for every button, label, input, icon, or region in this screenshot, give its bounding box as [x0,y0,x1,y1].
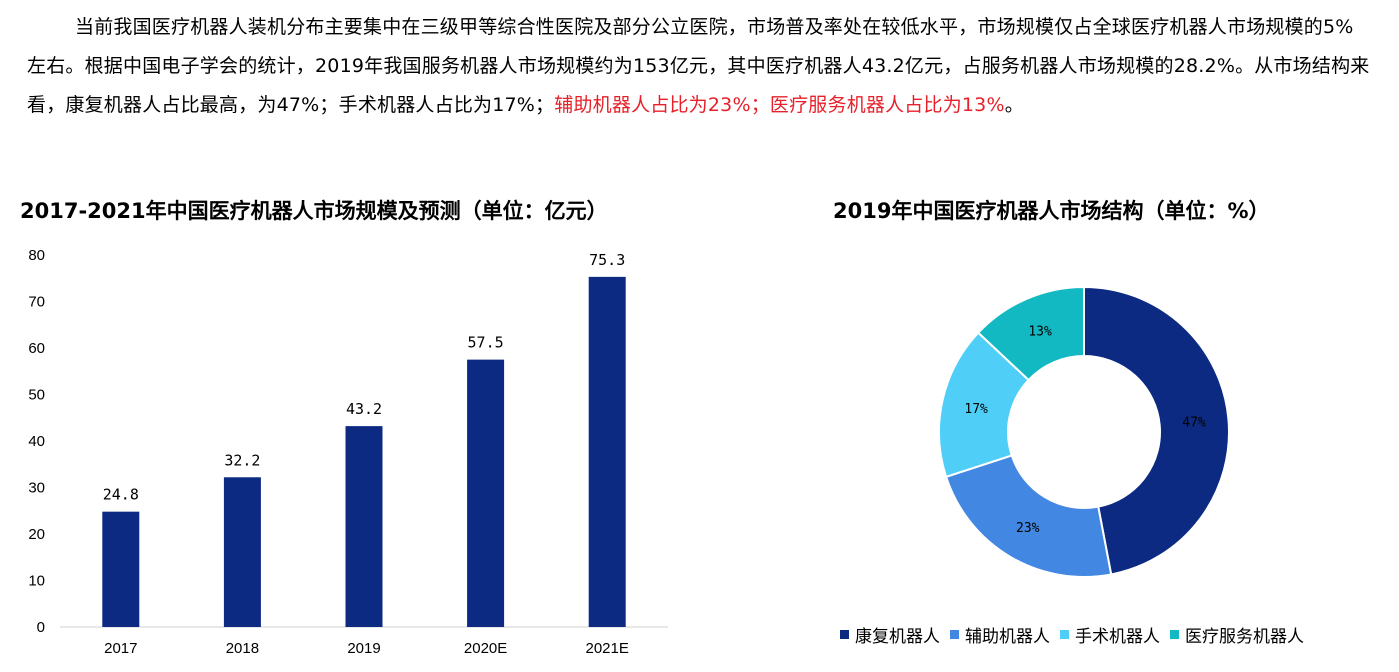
donut-legend: 康复机器人 辅助机器人 手术机器人 医疗服务机器人 [840,622,1304,647]
donut-slice-4 [976,285,1085,382]
y-tick-label: 30 [28,480,45,497]
x-tick-label: 2020E [464,640,507,657]
y-tick-label: 40 [28,433,45,450]
y-tick-label: 60 [28,340,45,357]
legend-label: 医疗服务机器人 [1185,627,1304,647]
legend-label: 康复机器人 [855,627,940,647]
slice-value-label: 17% [964,402,988,417]
x-tick-label: 2021E [586,640,629,657]
y-tick-label: 0 [37,619,45,636]
legend-swatch [950,630,959,639]
intro-paragraph: 当前我国医疗机器人装机分布主要集中在三级甲等综合性医院及部分公立医院，市场普及率… [27,8,1372,125]
intro-end: 。 [1004,94,1024,116]
legend-item: 医疗服务机器人 [1170,622,1304,647]
bar-value-label: 32.2 [224,451,260,469]
intro-text: 当前我国医疗机器人装机分布主要集中在三级甲等综合性医院及部分公立医院，市场普及率… [27,16,1370,116]
legend-swatch [840,630,849,639]
slice-value-label: 23% [1016,521,1040,536]
legend-item: 康复机器人 [840,622,940,647]
bar-value-label: 57.5 [468,334,504,352]
x-tick-label: 2017 [104,640,137,657]
legend-label: 辅助机器人 [965,627,1050,647]
x-tick-label: 2019 [347,640,380,657]
bar-2021E [588,276,626,627]
bar-2020E [467,359,505,627]
legend-label: 手术机器人 [1075,627,1160,647]
y-tick-label: 10 [28,573,45,590]
y-tick-label: 70 [28,294,45,311]
legend-item: 辅助机器人 [950,622,1050,647]
y-tick-label: 20 [28,526,45,543]
intro-highlight: 辅助机器人占比为23%；医疗服务机器人占比为13% [554,94,1005,116]
y-tick-label: 50 [28,387,45,404]
bar-2019 [345,426,383,627]
donut-slice-2 [944,454,1113,578]
slice-value-label: 47% [1182,416,1206,431]
bar-value-label: 75.3 [589,251,625,269]
legend-swatch [1060,630,1069,639]
x-tick-label: 2018 [226,640,259,657]
bar-chart-title: 2017-2021年中国医疗机器人市场规模及预测（单位：亿元） [20,199,608,223]
bar-2017 [102,511,140,627]
donut-chart-title: 2019年中国医疗机器人市场结构（单位：%） [833,199,1270,223]
legend-item: 手术机器人 [1060,622,1160,647]
slice-value-label: 13% [1028,325,1052,340]
legend-swatch [1170,630,1179,639]
bar-2018 [223,477,261,627]
y-tick-label: 80 [28,247,45,264]
bar-value-label: 43.2 [346,400,382,418]
donut-slice-1 [1083,285,1230,576]
bar-value-label: 24.8 [103,486,139,504]
